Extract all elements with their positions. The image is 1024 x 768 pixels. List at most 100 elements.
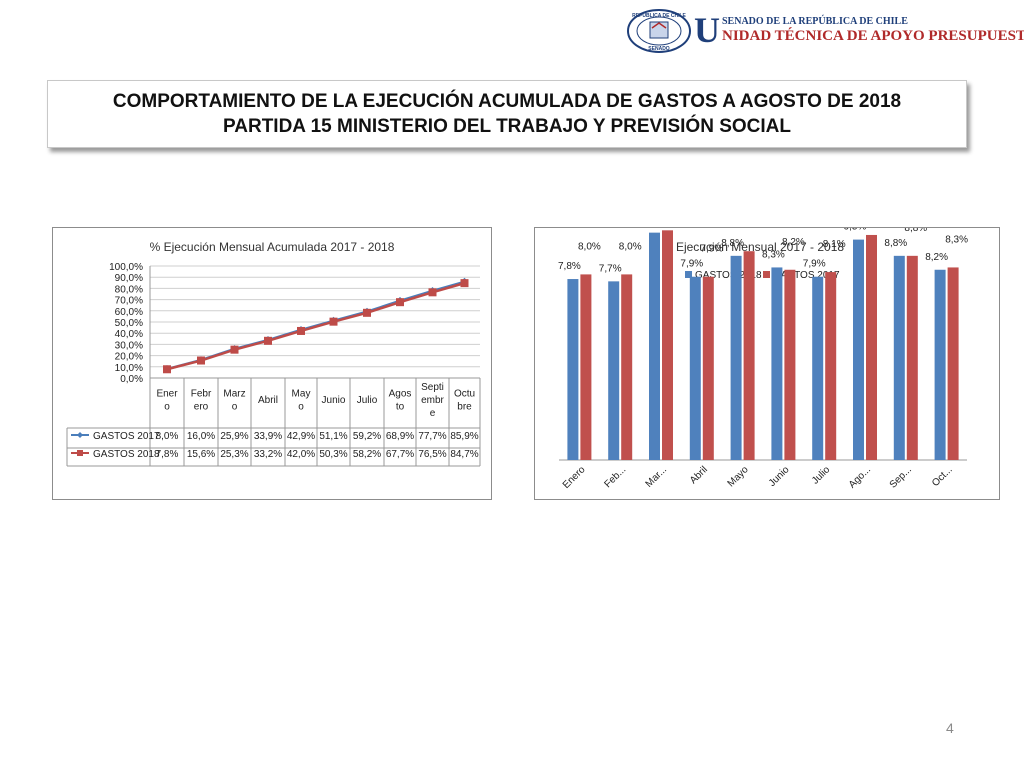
x-tick-label: Sep... xyxy=(888,464,914,490)
seal-text-bottom: SENADO xyxy=(648,46,670,52)
bar-data-label: 8,2% xyxy=(925,252,948,263)
bar-gastos-2018 xyxy=(771,267,783,460)
series-legend-marker xyxy=(77,432,83,438)
x-tick-label: Oct... xyxy=(930,464,955,489)
table-category-label: Agos xyxy=(389,389,412,400)
table-category-label: e xyxy=(430,408,436,419)
chart-title: % Ejecución Mensual 2017 - 2018 xyxy=(662,240,844,254)
org-initial: U xyxy=(694,10,720,50)
y-tick-label: 0,0% xyxy=(120,374,143,385)
bar-gastos-2018 xyxy=(730,255,742,460)
bar-data-label: 8,8% xyxy=(721,238,744,249)
senate-seal-icon: REPÚBLICA DE CHILE SENADO xyxy=(627,9,691,53)
table-category-label: o xyxy=(298,402,304,413)
data-point-gastos-2018 xyxy=(163,365,171,374)
bar-gastos-2018 xyxy=(812,276,824,460)
y-tick-label: 60,0% xyxy=(115,307,143,318)
table-category-label: o xyxy=(164,402,170,413)
bar-gastos-2017 xyxy=(621,274,633,460)
bar-data-label: 8,3% xyxy=(945,234,968,245)
senate-logo: REPÚBLICA DE CHILE SENADO U SENADO DE LA… xyxy=(626,8,1024,54)
x-tick-label: Mar... xyxy=(644,464,669,489)
data-point-gastos-2018 xyxy=(264,336,272,345)
x-tick-label: Enero xyxy=(561,464,588,491)
bar-gastos-2017 xyxy=(866,234,877,460)
table-category-label: Ener xyxy=(156,389,178,400)
table-cell-value: 59,2% xyxy=(353,431,381,442)
table-category-label: ero xyxy=(194,402,209,413)
bar-gastos-2017 xyxy=(743,251,755,460)
table-cell-value: 8,0% xyxy=(156,431,179,442)
x-tick-label: Ago... xyxy=(847,464,873,490)
data-point-gastos-2018 xyxy=(297,326,305,335)
bar-data-label: 7,9% xyxy=(700,244,723,255)
y-tick-label: 10,0% xyxy=(115,363,143,374)
y-tick-label: 30,0% xyxy=(115,340,143,351)
bar-gastos-2018 xyxy=(567,279,579,460)
seal-text-top: REPÚBLICA DE CHILE xyxy=(632,12,686,19)
bar-gastos-2017 xyxy=(825,272,837,460)
bar-data-label: 7,8% xyxy=(558,261,581,272)
legend-swatch xyxy=(685,271,692,278)
table-cell-value: 33,2% xyxy=(254,449,282,460)
bar-gastos-2018 xyxy=(853,239,864,460)
bar-data-label: 9,5% xyxy=(844,228,867,233)
y-tick-label: 100,0% xyxy=(109,262,143,273)
slide-title-line1: COMPORTAMIENTO DE LA EJECUCIÓN ACUMULADA… xyxy=(112,91,902,112)
bar-data-label: 8,3% xyxy=(762,249,785,260)
bar-gastos-2018 xyxy=(608,281,620,460)
bar-data-label: 8,0% xyxy=(619,241,642,252)
table-cell-value: 51,1% xyxy=(319,431,347,442)
line-chart-svg: % Ejecución Mensual Acumulada 2017 - 201… xyxy=(66,240,481,467)
x-tick-label: Julio xyxy=(810,464,833,487)
table-cell-value: 67,7% xyxy=(386,449,414,460)
bar-gastos-2017 xyxy=(906,255,918,460)
table-cell-value: 25,3% xyxy=(220,449,248,460)
table-cell-value: 84,7% xyxy=(450,449,478,460)
slide-title-box: COMPORTAMIENTO DE LA EJECUCIÓN ACUMULADA… xyxy=(47,80,967,148)
slide-title-line2: PARTIDA 15 MINISTERIO DEL TRABAJO Y PREV… xyxy=(223,116,791,137)
series-name: GASTOS 2018 xyxy=(93,449,160,460)
table-cell-value: 76,5% xyxy=(418,449,446,460)
bar-gastos-2017 xyxy=(947,267,959,460)
bar-data-label: 8,2% xyxy=(782,237,805,248)
table-cell-value: 15,6% xyxy=(187,449,215,460)
monthly-execution-chart: % Ejecución Mensual 2017 - 2018 GASTOS 20… xyxy=(534,227,1000,500)
bar-data-label: 8,1% xyxy=(823,239,846,250)
bar-data-label: 7,7% xyxy=(599,263,622,274)
table-category-label: bre xyxy=(457,402,472,413)
table-cell-value: 42,0% xyxy=(287,449,315,460)
bar-chart-svg: % Ejecución Mensual 2017 - 2018 GASTOS 20… xyxy=(558,228,968,491)
table-category-label: Julio xyxy=(357,395,378,406)
bar-gastos-2018 xyxy=(893,255,905,460)
legend-swatch xyxy=(763,271,770,278)
x-tick-label: Feb... xyxy=(602,464,628,490)
data-point-gastos-2018 xyxy=(428,288,437,297)
bar-gastos-2017 xyxy=(784,269,796,460)
bar-gastos-2017 xyxy=(702,276,714,460)
table-category-label: Octu xyxy=(454,389,475,400)
table-cell-value: 58,2% xyxy=(353,449,381,460)
series-line-gastos-2018 xyxy=(166,281,465,371)
data-point-gastos-2018 xyxy=(329,317,338,326)
table-cell-value: 25,9% xyxy=(220,431,248,442)
bar-data-label: 7,9% xyxy=(803,259,826,270)
data-point-gastos-2018 xyxy=(230,345,239,354)
series-name: GASTOS 2017 xyxy=(93,431,160,442)
table-category-label: Abril xyxy=(258,395,278,406)
chart-title: % Ejecución Mensual Acumulada 2017 - 201… xyxy=(150,240,395,254)
y-tick-label: 70,0% xyxy=(115,296,143,307)
table-cell-value: 7,8% xyxy=(156,449,179,460)
table-category-label: Marz xyxy=(223,389,245,400)
legend-label: GASTOS 2018 xyxy=(695,270,762,281)
table-category-label: embr xyxy=(421,395,444,406)
table-cell-value: 85,9% xyxy=(450,431,478,442)
y-tick-label: 80,0% xyxy=(115,284,143,295)
table-cell-value: 50,3% xyxy=(319,449,347,460)
table-category-label: May xyxy=(292,389,311,400)
bar-data-label: 7,9% xyxy=(680,259,703,270)
bar-data-label: 8,8% xyxy=(904,228,927,234)
data-point-gastos-2018 xyxy=(460,279,469,288)
data-point-gastos-2018 xyxy=(396,298,404,307)
table-category-label: Febr xyxy=(191,389,212,400)
